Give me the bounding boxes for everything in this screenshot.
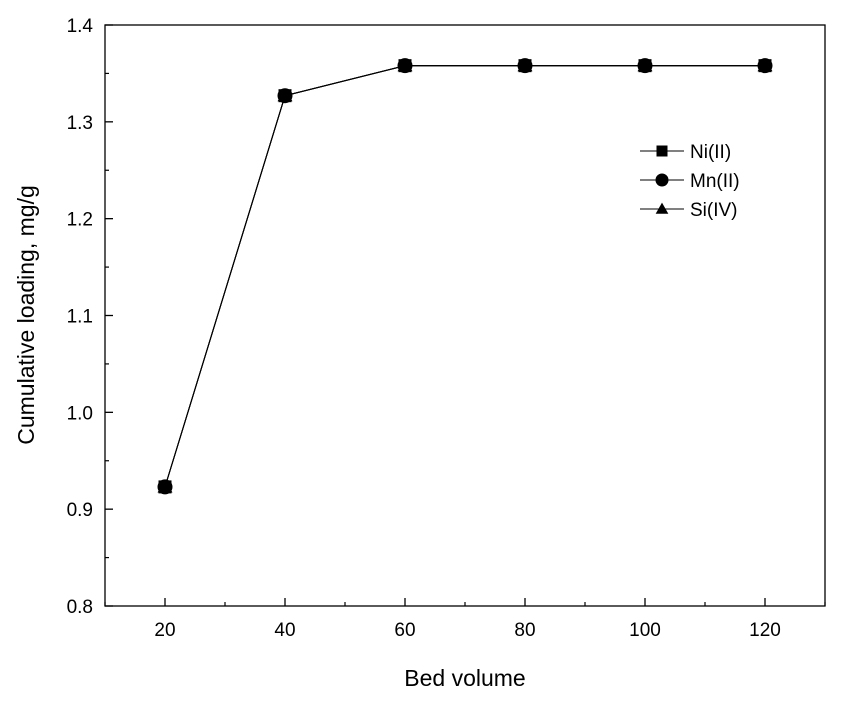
series-line — [164, 65, 765, 488]
y-tick-label: 0.9 — [67, 500, 93, 521]
y-tick-label: 0.8 — [67, 597, 93, 618]
legend-marker — [656, 145, 668, 157]
x-tick-label: 60 — [394, 620, 415, 641]
legend-label: Mn(II) — [690, 171, 740, 192]
legend: Ni(II) Mn(II) Si(IV) — [640, 142, 740, 221]
y-axis-title: Cumulative loading, mg/g — [13, 185, 39, 445]
x-axis-title: Bed volume — [404, 665, 525, 691]
series-Mn(II) — [157, 58, 773, 495]
y-tick-label: 1.4 — [67, 16, 94, 37]
data-point — [277, 88, 293, 104]
data-point — [397, 58, 413, 74]
y-tick-label: 1.1 — [67, 307, 93, 328]
data-point — [517, 58, 533, 74]
plot-frame — [104, 24, 826, 607]
x-tick-label: 40 — [274, 620, 295, 641]
series-line — [164, 65, 765, 488]
x-tick-label: 80 — [514, 620, 535, 641]
x-axis-ticks: 20 40 60 80 100 120 — [104, 598, 826, 641]
series-line — [164, 65, 765, 488]
legend-marker — [655, 173, 669, 187]
x-tick-label: 100 — [629, 620, 661, 641]
y-tick-label: 1.0 — [67, 403, 93, 424]
legend-label: Si(IV) — [690, 200, 738, 221]
x-tick-label: 120 — [749, 620, 781, 641]
y-tick-label: 1.2 — [67, 210, 93, 231]
legend-label: Ni(II) — [690, 142, 731, 163]
series-Si(IV) — [157, 58, 773, 493]
data-point — [157, 479, 173, 495]
y-axis-ticks: 0.8 0.9 1.0 1.1 1.2 1.3 1.4 — [67, 16, 113, 618]
series-Ni(II) — [158, 59, 772, 494]
series-layer — [157, 58, 773, 495]
data-point — [637, 58, 653, 74]
x-tick-label: 20 — [154, 620, 175, 641]
data-point — [757, 58, 773, 74]
y-tick-label: 1.3 — [67, 113, 93, 134]
legend-marker — [655, 202, 669, 214]
